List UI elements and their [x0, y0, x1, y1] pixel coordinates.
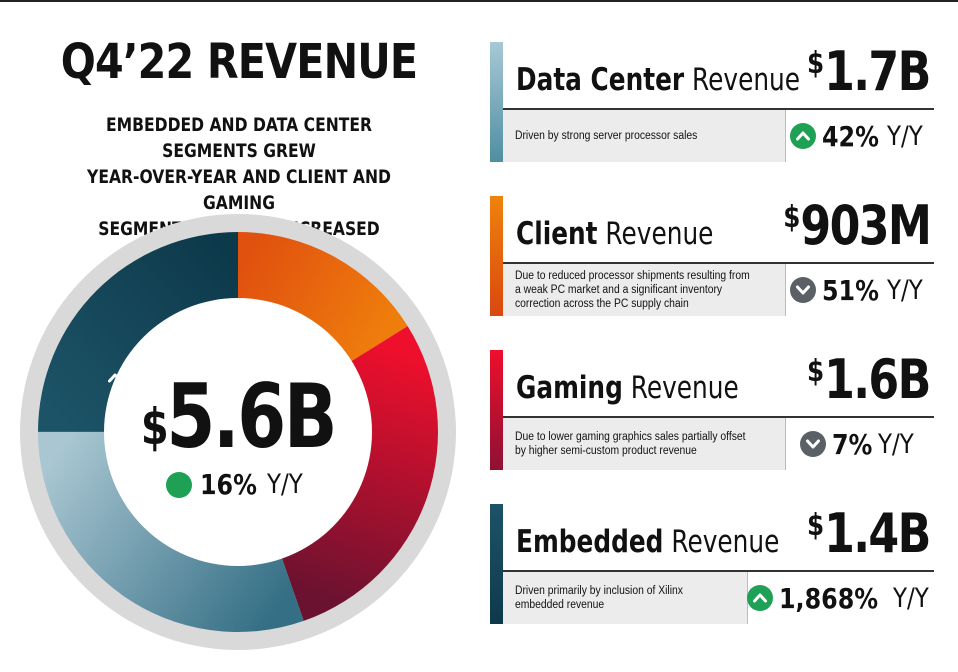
segment-change-percent: 42% [822, 119, 880, 153]
total-currency: $ [140, 398, 169, 456]
segment-change-percent: 51% [822, 273, 880, 307]
segment-change-suffix: Y/Y [893, 582, 930, 614]
arrow-down-icon [790, 277, 817, 303]
segment-value: $903M [782, 194, 932, 257]
segment-value-text: 1.4B [824, 502, 931, 565]
segment-change-suffix: Y/Y [887, 120, 924, 152]
segment-value: $1.4B [807, 502, 931, 565]
segment-value: $1.6B [807, 348, 931, 411]
segment-change-percent: 7% [832, 427, 873, 461]
donut-slice-client [238, 232, 408, 364]
page-title: Q4’22 REVENUE [60, 34, 418, 90]
divider [503, 108, 934, 110]
segment-value-text: 1.6B [824, 348, 931, 411]
donut-slice-embedded [38, 232, 239, 432]
segment-description-box: Driven primarily by inclusion of Xilinx … [503, 572, 747, 624]
segment-panel-client: Client Revenue $903M Due to reduced proc… [490, 194, 934, 316]
total-revenue-value: $5.6B [134, 372, 342, 462]
segment-title: Client Revenue [516, 216, 713, 252]
segment-currency: $ [782, 200, 800, 235]
total-revenue-block: $5.6B 16% Y/Y [108, 372, 368, 501]
donut-slice-data-center [38, 431, 304, 632]
divider [503, 262, 934, 264]
segment-change-percent: 1,868% [778, 581, 878, 615]
segment-value-text: 1.7B [824, 40, 931, 103]
segment-description-box: Driven by strong server processor sales [503, 110, 785, 162]
revenue-donut-chart: $5.6B 16% Y/Y [18, 212, 458, 652]
segment-currency: $ [807, 46, 824, 81]
segment-name: Client [516, 216, 598, 252]
segment-title: Data Center Revenue [516, 62, 800, 98]
segment-title: Gaming Revenue [516, 370, 739, 406]
segment-name-suffix: Revenue [597, 216, 714, 252]
segment-color-bar [490, 350, 503, 470]
subtitle-line: EMBEDDED AND DATA CENTER SEGMENTS GREW [105, 114, 373, 162]
total-value-text: 5.6B [166, 365, 337, 468]
segment-change: 7% Y/Y [786, 418, 934, 470]
donut-slice-gaming [280, 326, 439, 621]
segment-description: Due to reduced processor shipments resul… [515, 270, 750, 310]
segment-name: Data Center [516, 62, 685, 98]
total-change: 16% Y/Y [108, 373, 368, 501]
segment-name-suffix: Revenue [622, 370, 739, 406]
arrow-up-icon [108, 373, 193, 498]
segment-name-suffix: Revenue [663, 524, 780, 560]
segment-description-box: Due to lower gaming graphics sales parti… [503, 418, 785, 470]
donut-hole [104, 298, 372, 566]
segment-currency: $ [807, 508, 824, 543]
divider [503, 416, 934, 418]
segment-panel-data-center: Data Center Revenue $1.7B Driven by stro… [490, 40, 934, 162]
subtitle-line: YEAR-OVER-YEAR AND CLIENT AND GAMING [87, 166, 391, 214]
total-change-suffix: Y/Y [267, 469, 304, 500]
divider [503, 570, 934, 572]
segment-change: 51% Y/Y [786, 264, 934, 316]
arrow-down-icon [800, 431, 827, 457]
segment-panel-gaming: Gaming Revenue $1.6B Due to lower gaming… [490, 348, 934, 470]
segment-name-suffix: Revenue [684, 62, 801, 98]
segment-change-suffix: Y/Y [887, 274, 924, 306]
segment-description: Driven by strong server processor sales [515, 130, 698, 142]
divider [785, 110, 786, 162]
segment-value: $1.7B [807, 40, 931, 103]
arrow-up-icon [790, 123, 817, 149]
divider [785, 264, 786, 316]
segment-color-bar [490, 42, 503, 162]
segment-name: Embedded [516, 524, 664, 560]
segment-change: 1,868% Y/Y [746, 572, 934, 624]
segment-description-box: Due to reduced processor shipments resul… [503, 264, 785, 316]
segment-description: Driven primarily by inclusion of Xilinx … [515, 585, 683, 611]
segment-description: Due to lower gaming graphics sales parti… [515, 431, 746, 457]
segment-color-bar [490, 504, 503, 624]
segment-value-text: 903M [800, 194, 932, 257]
segment-change-suffix: Y/Y [877, 428, 914, 460]
segment-color-bar [490, 196, 503, 316]
top-rule [0, 0, 958, 2]
segment-currency: $ [807, 354, 824, 389]
donut-svg [20, 214, 456, 650]
segment-panel-embedded: Embedded Revenue $1.4B Driven primarily … [490, 502, 934, 624]
divider [785, 418, 786, 470]
page-subtitle: EMBEDDED AND DATA CENTER SEGMENTS GREW Y… [59, 112, 418, 242]
arrow-up-icon [746, 585, 773, 611]
segment-title: Embedded Revenue [516, 524, 779, 560]
segment-change: 42% Y/Y [786, 110, 934, 162]
segment-name: Gaming [516, 370, 623, 406]
total-change-percent: 16% [200, 468, 258, 501]
